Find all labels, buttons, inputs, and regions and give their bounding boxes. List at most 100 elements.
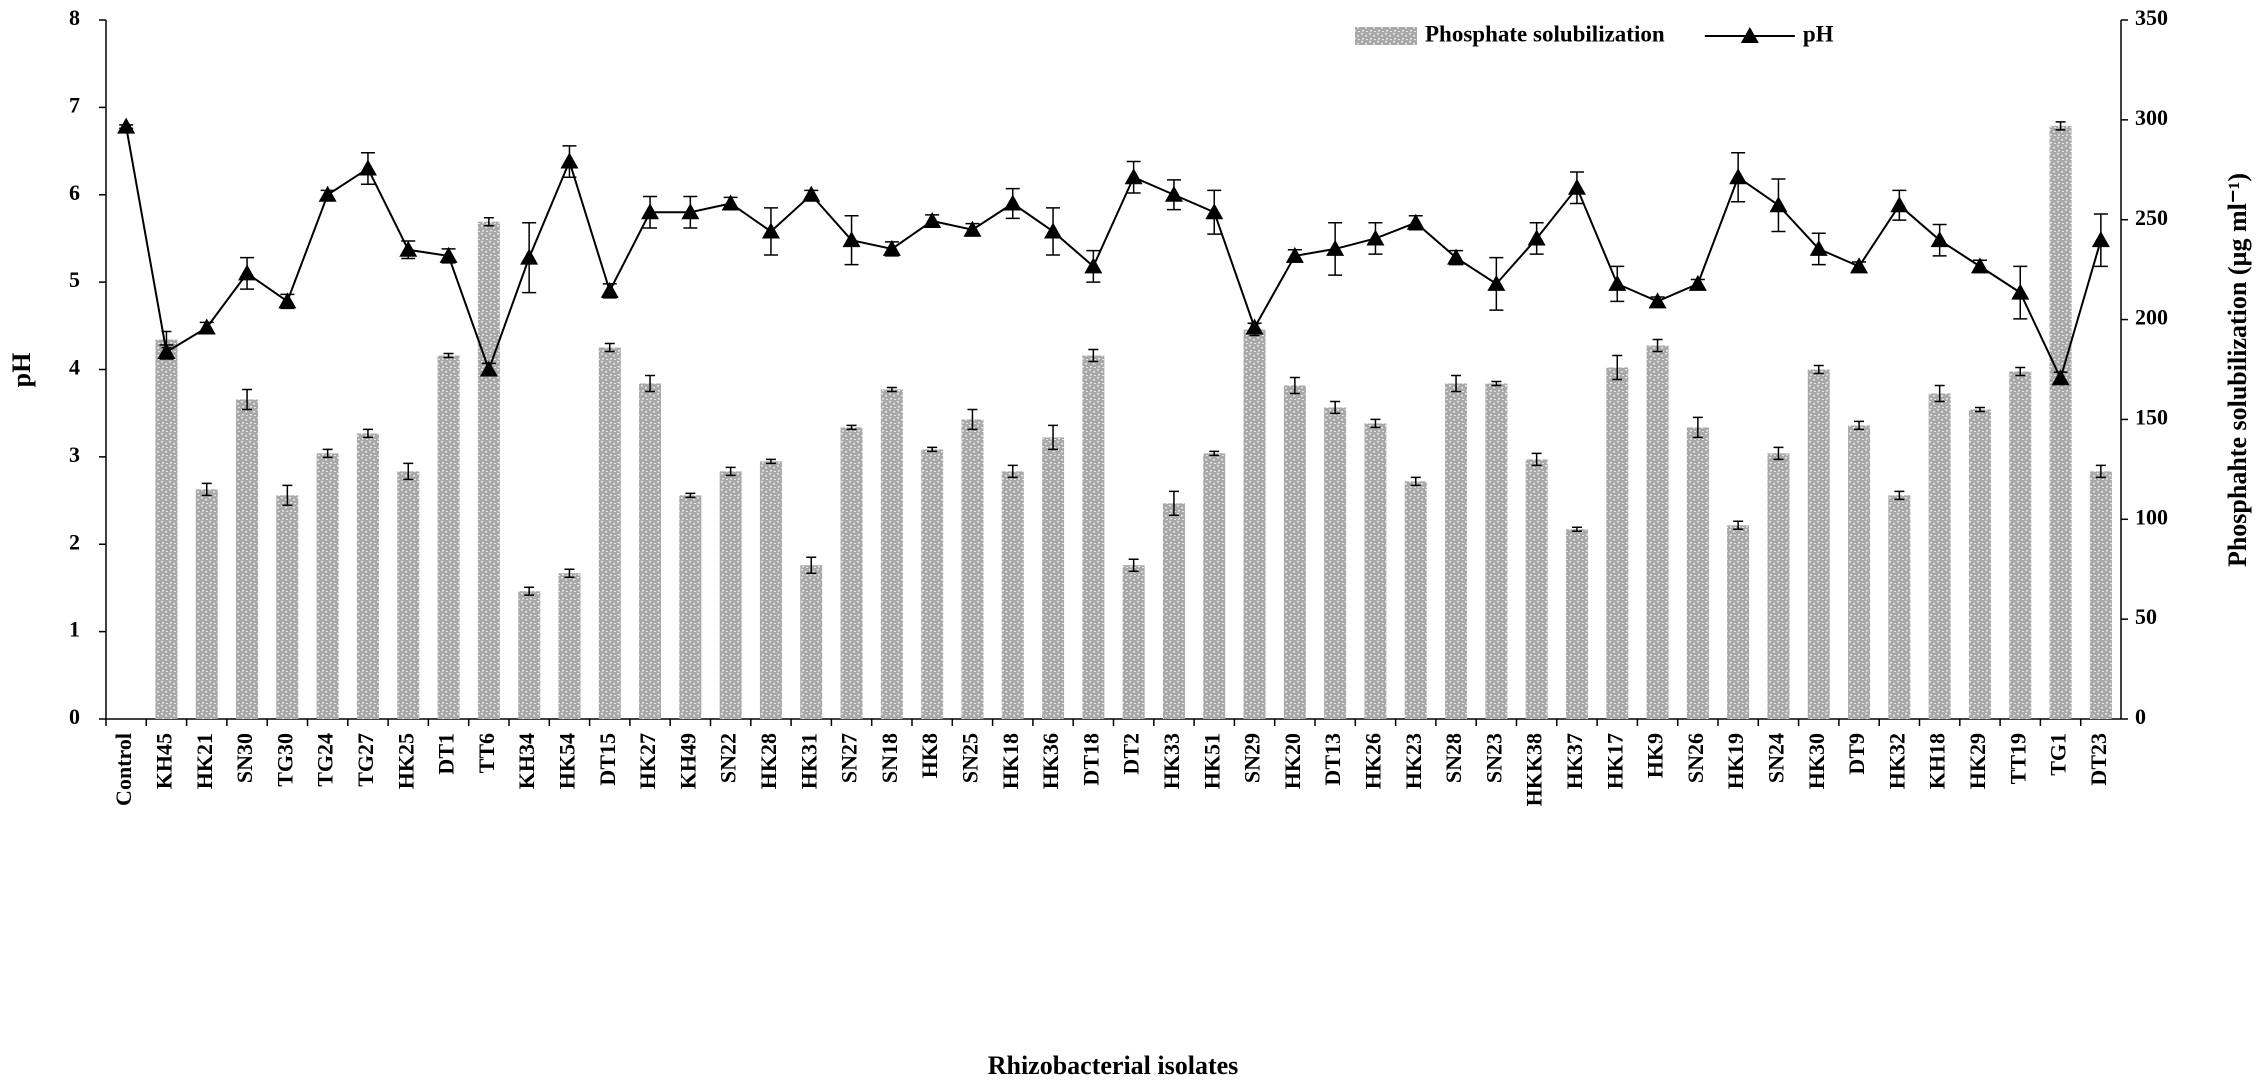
bar xyxy=(1848,425,1871,719)
bar xyxy=(1888,495,1911,719)
x-tick-label: TT19 xyxy=(2005,733,2030,784)
x-tick-label: TT6 xyxy=(474,733,499,773)
y-tick-label: 4 xyxy=(69,355,80,380)
bar xyxy=(1485,383,1508,719)
x-tick-label: HK21 xyxy=(192,733,217,789)
bar-error-bar xyxy=(806,556,817,574)
ph-marker xyxy=(399,240,418,257)
x-tick-label: KH45 xyxy=(151,733,176,789)
y-tick-label: 1 xyxy=(69,617,80,642)
bar xyxy=(1767,453,1790,719)
bar xyxy=(1243,329,1266,719)
bar-error-bar xyxy=(2095,464,2106,479)
bar-error-bar xyxy=(967,408,978,431)
bar xyxy=(2089,471,2112,719)
ph-marker xyxy=(1688,274,1707,291)
y-tick-label: 3 xyxy=(69,442,80,467)
bar xyxy=(1001,471,1024,719)
ph-marker xyxy=(560,152,579,169)
legend-swatch xyxy=(1355,27,1417,45)
ph-marker xyxy=(238,264,257,281)
bar-error-bar xyxy=(765,458,776,465)
bar xyxy=(1283,385,1306,719)
x-tick-label: HK33 xyxy=(1159,733,1184,789)
y2-tick-label: 300 xyxy=(2135,105,2168,130)
x-tick-label: HKK38 xyxy=(1522,733,1547,806)
ph-marker xyxy=(923,211,942,228)
y-tick-label: 5 xyxy=(69,267,80,292)
bar xyxy=(1445,383,1468,719)
x-tick-label: DT18 xyxy=(1078,733,1103,786)
x-tick-label: SN18 xyxy=(877,733,902,783)
bar xyxy=(276,495,299,719)
bar-error-bar xyxy=(604,342,615,353)
x-tick-label: HK18 xyxy=(998,733,1023,789)
x-tick-label: HK51 xyxy=(1199,733,1224,789)
y2-tick-label: 100 xyxy=(2135,504,2168,529)
bar-error-bar xyxy=(1974,406,1985,413)
bar-error-bar xyxy=(1209,450,1220,457)
bar xyxy=(921,449,944,719)
x-axis-title: Rhizobacterial isolates xyxy=(988,1051,1239,1080)
bar xyxy=(1082,355,1105,719)
y2-tick-label: 200 xyxy=(2135,305,2168,330)
bar-error-bar xyxy=(1370,418,1381,429)
x-tick-label: KH34 xyxy=(514,733,539,789)
ph-marker xyxy=(1890,196,1909,213)
ph-marker xyxy=(1003,194,1022,211)
y2-tick-label: 0 xyxy=(2135,704,2146,729)
ph-marker xyxy=(1447,248,1466,265)
ph-marker xyxy=(1366,229,1385,246)
x-tick-label: Control xyxy=(111,733,136,806)
x-tick-label: HK36 xyxy=(1038,733,1063,789)
bar-error-bar xyxy=(1813,364,1824,375)
bar-error-bar xyxy=(322,448,333,459)
legend-marker xyxy=(1740,27,1759,43)
ph-marker xyxy=(1487,274,1506,291)
bar-error-bar xyxy=(564,568,575,578)
bar xyxy=(1364,423,1387,719)
bar xyxy=(679,495,702,719)
ph-marker xyxy=(197,318,216,335)
ph-marker xyxy=(520,248,539,265)
bar xyxy=(598,347,621,719)
x-tick-label: TG1 xyxy=(2046,733,2071,776)
x-tick-label: HK54 xyxy=(554,733,579,789)
ph-marker xyxy=(1164,185,1183,202)
y-tick-label: 2 xyxy=(69,529,80,554)
bar xyxy=(155,339,178,719)
bar xyxy=(316,453,339,719)
bar xyxy=(639,383,662,719)
bar-error-bar xyxy=(1612,354,1623,381)
x-tick-label: SN22 xyxy=(716,733,741,783)
x-tick-label: DT15 xyxy=(595,733,620,786)
ph-marker xyxy=(1608,274,1627,291)
bar xyxy=(1606,367,1629,719)
bar xyxy=(1162,503,1185,719)
bar-error-bar xyxy=(685,492,696,499)
bar xyxy=(800,565,823,719)
legend-label: pH xyxy=(1803,21,1834,46)
bar-error-bar xyxy=(1894,490,1905,501)
y-axis-title: pH xyxy=(7,353,36,388)
x-tick-label: HK9 xyxy=(1643,733,1668,778)
x-tick-label: HK17 xyxy=(1602,733,1627,789)
bar-error-bar xyxy=(1330,400,1341,415)
x-tick-label: SN23 xyxy=(1481,733,1506,783)
bar xyxy=(2049,125,2072,719)
bar xyxy=(397,471,420,719)
bar-error-bar xyxy=(1289,376,1300,395)
x-tick-label: HK32 xyxy=(1884,733,1909,789)
bar-error-bar xyxy=(1451,374,1462,393)
ph-marker xyxy=(117,117,136,134)
x-tick-label: SN26 xyxy=(1683,733,1708,783)
bar xyxy=(1807,369,1830,719)
ph-marker xyxy=(318,185,337,202)
bar-error-bar xyxy=(645,374,656,393)
ph-marker xyxy=(842,231,861,248)
bar-error-bar xyxy=(443,352,454,359)
ph-marker xyxy=(1406,213,1425,230)
bar-error-bar xyxy=(1168,490,1179,517)
bar xyxy=(1404,481,1427,719)
y2-tick-label: 150 xyxy=(2135,404,2168,429)
